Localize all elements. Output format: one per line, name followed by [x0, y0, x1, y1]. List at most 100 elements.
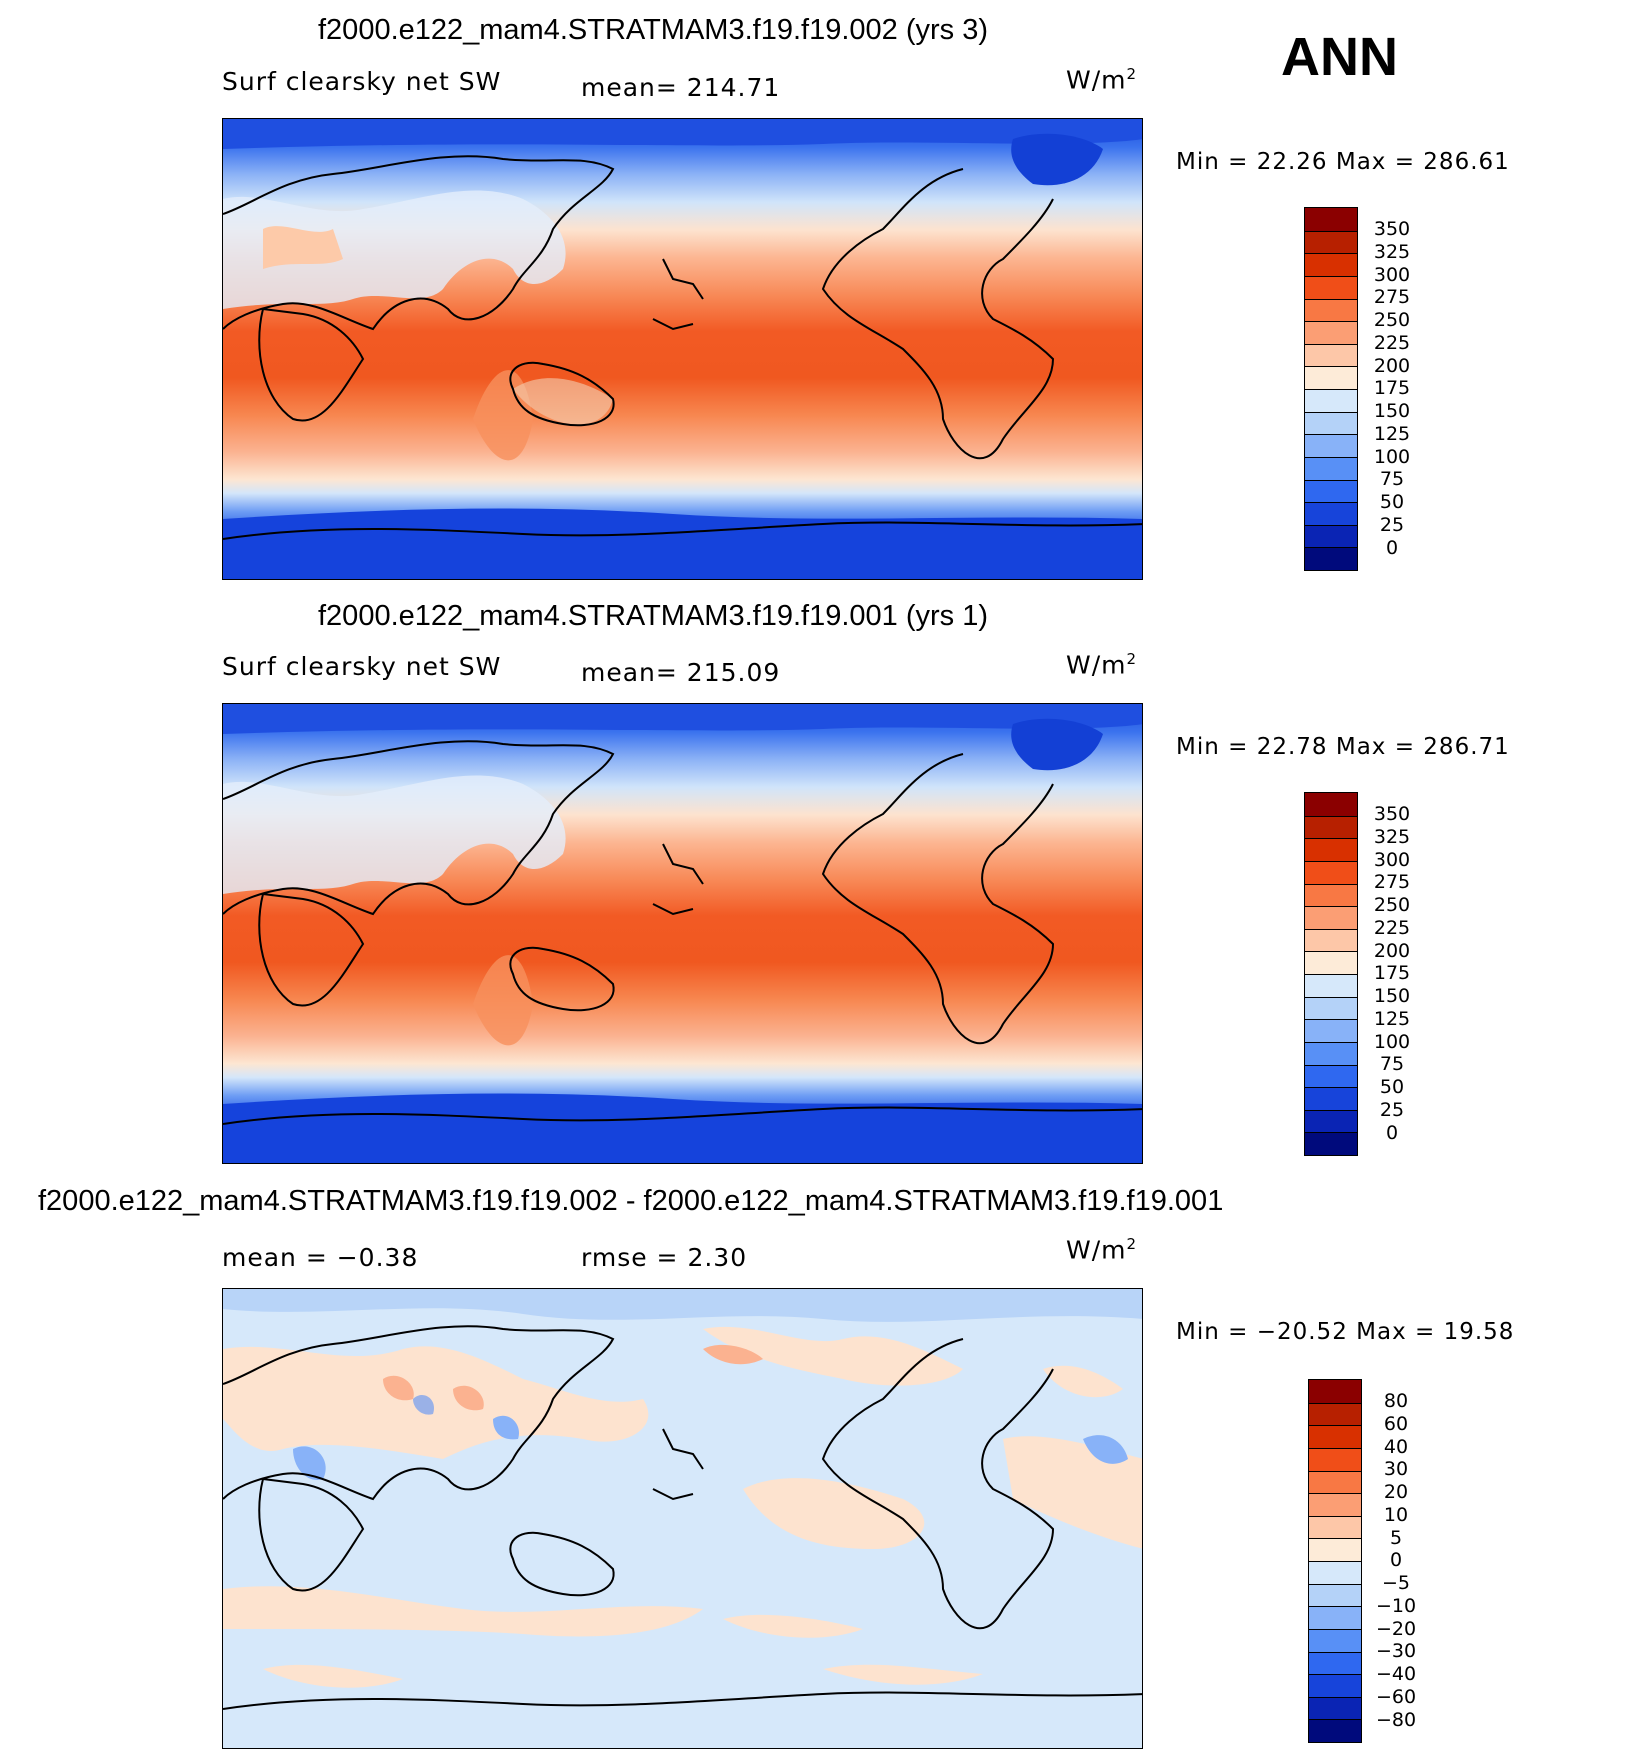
colorbar-swatch	[1309, 1470, 1361, 1494]
colorbar-swatch	[1305, 298, 1357, 322]
colorbar-tick-label: 10	[1383, 1503, 1409, 1526]
colorbar-swatch	[1305, 1087, 1357, 1110]
season-label: ANN	[1281, 27, 1398, 87]
colorbar-swatch	[1305, 928, 1357, 952]
panel-2-colorbar-segments	[1305, 793, 1357, 1155]
colorbar-tick-label: 0	[1389, 1549, 1403, 1572]
colorbar-tick-label: −20	[1375, 1617, 1417, 1640]
panel-2-variable: Surf clearsky net SW	[222, 652, 502, 681]
colorbar-tick-label: 325	[1373, 240, 1411, 263]
colorbar-tick-label: 75	[1379, 1053, 1405, 1076]
colorbar-swatch	[1305, 1132, 1357, 1155]
colorbar-swatch	[1305, 547, 1357, 570]
colorbar-tick-label: 250	[1373, 894, 1411, 916]
colorbar-tick-label: 30	[1383, 1458, 1409, 1481]
colorbar-swatch	[1305, 275, 1357, 299]
colorbar-swatch	[1309, 1674, 1361, 1697]
colorbar-tick-label: 175	[1373, 962, 1411, 985]
colorbar-swatch	[1309, 1719, 1361, 1742]
colorbar-tick-label: 0	[1385, 1121, 1399, 1144]
panel-1-minmax: Min = 22.26 Max = 286.61	[1176, 149, 1510, 175]
colorbar-tick-label: 200	[1373, 939, 1411, 962]
colorbar-swatch	[1309, 1380, 1361, 1403]
colorbar-tick-label: 175	[1373, 377, 1411, 400]
colorbar-swatch	[1305, 815, 1357, 839]
colorbar-tick-label: 225	[1373, 916, 1411, 939]
colorbar-swatch	[1305, 1109, 1357, 1133]
colorbar-tick-label: −80	[1375, 1708, 1417, 1731]
colorbar-tick-label: 150	[1373, 400, 1411, 422]
panel-2-title: f2000.e122_mam4.STRATMAM3.f19.f19.001 (y…	[318, 600, 988, 632]
colorbar-swatch	[1305, 883, 1357, 907]
colorbar-tick-label: 40	[1383, 1435, 1409, 1458]
colorbar-tick-label: 80	[1383, 1390, 1409, 1412]
colorbar-tick-label: 5	[1389, 1526, 1403, 1549]
colorbar-tick-label: 125	[1373, 1007, 1411, 1030]
colorbar-swatch	[1305, 411, 1357, 435]
colorbar-swatch	[1305, 1019, 1357, 1042]
colorbar-swatch	[1309, 1493, 1361, 1516]
colorbar-swatch	[1305, 860, 1357, 884]
colorbar-swatch	[1309, 1515, 1361, 1539]
colorbar-tick-label: 75	[1379, 468, 1405, 491]
colorbar-tick-label: 150	[1373, 985, 1411, 1007]
panel-2-colorbar	[1304, 792, 1358, 1156]
panel-3-colorbar-segments	[1309, 1380, 1361, 1742]
colorbar-swatch	[1305, 906, 1357, 929]
colorbar-swatch	[1309, 1561, 1361, 1584]
panel-3-colorbar	[1308, 1379, 1362, 1743]
panel-2-units: W/m2	[1066, 650, 1138, 680]
panel-1-mean: mean= 214.71	[581, 73, 781, 102]
panel-1-colorbar	[1304, 207, 1358, 571]
panel-1-variable: Surf clearsky net SW	[222, 67, 502, 96]
panel-2-minmax: Min = 22.78 Max = 286.71	[1176, 734, 1510, 760]
colorbar-tick-label: 350	[1373, 803, 1411, 825]
colorbar-swatch	[1305, 951, 1357, 974]
colorbar-swatch	[1305, 479, 1357, 503]
panel-1-units: W/m2	[1066, 65, 1138, 95]
colorbar-tick-label: 100	[1373, 445, 1411, 468]
colorbar-swatch	[1309, 1402, 1361, 1426]
panel-3-units: W/m2	[1066, 1235, 1138, 1265]
panel-3-title: f2000.e122_mam4.STRATMAM3.f19.f19.002 - …	[38, 1185, 1224, 1217]
colorbar-tick-label: 20	[1383, 1481, 1409, 1503]
colorbar-swatch	[1305, 1041, 1357, 1065]
colorbar-swatch	[1305, 253, 1357, 276]
colorbar-tick-label: 300	[1373, 263, 1411, 286]
colorbar-tick-label: 50	[1379, 1076, 1405, 1098]
colorbar-tick-label: 225	[1373, 331, 1411, 354]
panel-1-map	[222, 118, 1143, 580]
panel-2-mean: mean= 215.09	[581, 658, 781, 687]
colorbar-tick-label: 275	[1373, 871, 1411, 894]
panel-3-rmse: rmse = 2.30	[581, 1243, 748, 1272]
colorbar-tick-label: 50	[1379, 491, 1405, 513]
colorbar-swatch	[1305, 321, 1357, 344]
colorbar-swatch	[1305, 793, 1357, 816]
colorbar-tick-label: 25	[1379, 513, 1405, 536]
colorbar-swatch	[1305, 208, 1357, 231]
colorbar-swatch	[1305, 974, 1357, 997]
colorbar-tick-label: 250	[1373, 309, 1411, 331]
panel-1-colorbar-segments	[1305, 208, 1357, 570]
panel-1-title: f2000.e122_mam4.STRATMAM3.f19.f19.002 (y…	[318, 14, 988, 46]
colorbar-swatch	[1305, 502, 1357, 525]
colorbar-tick-label: 200	[1373, 354, 1411, 377]
colorbar-swatch	[1305, 524, 1357, 548]
colorbar-swatch	[1309, 1651, 1361, 1675]
colorbar-tick-label: −30	[1375, 1640, 1417, 1663]
colorbar-tick-label: −40	[1375, 1663, 1417, 1685]
colorbar-swatch	[1309, 1628, 1361, 1652]
colorbar-swatch	[1305, 838, 1357, 861]
colorbar-tick-label: 0	[1385, 536, 1399, 559]
colorbar-tick-label: −10	[1375, 1594, 1417, 1617]
panel-2-map	[222, 703, 1143, 1164]
colorbar-tick-label: 25	[1379, 1098, 1405, 1121]
colorbar-tick-label: 100	[1373, 1030, 1411, 1053]
colorbar-tick-label: −5	[1381, 1572, 1410, 1594]
colorbar-tick-label: 125	[1373, 422, 1411, 445]
colorbar-swatch	[1305, 230, 1357, 254]
colorbar-swatch	[1305, 366, 1357, 389]
colorbar-swatch	[1309, 1447, 1361, 1471]
colorbar-swatch	[1309, 1606, 1361, 1629]
panel-3-minmax: Min = −20.52 Max = 19.58	[1176, 1319, 1515, 1345]
